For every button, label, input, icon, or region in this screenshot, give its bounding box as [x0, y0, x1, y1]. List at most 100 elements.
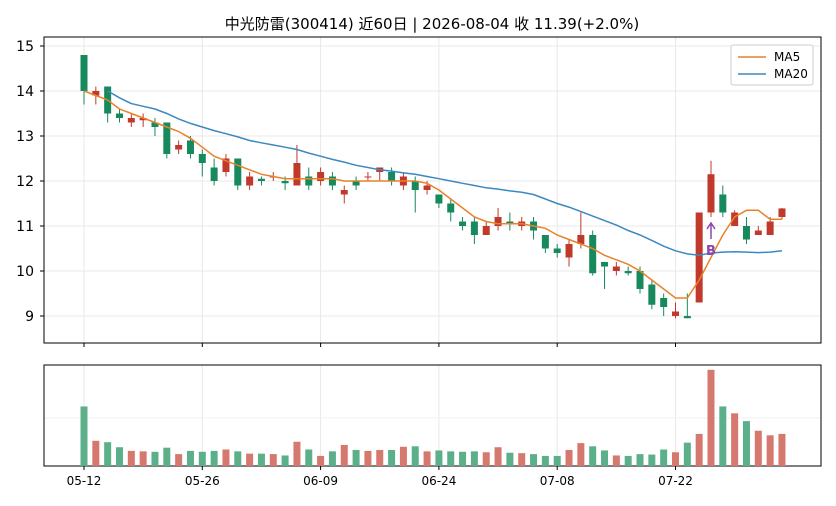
- y-tick-label: 15: [16, 39, 34, 55]
- volume-bar: [541, 455, 549, 466]
- volume-bar: [742, 421, 750, 466]
- x-tick-label: 06-24: [421, 474, 456, 488]
- candle-body: [577, 235, 585, 244]
- candle-body: [482, 226, 490, 235]
- y-tick-label: 14: [16, 84, 34, 100]
- volume-bar: [624, 455, 632, 466]
- volume-bar: [660, 449, 668, 466]
- volume-bar: [601, 450, 609, 466]
- buy-marker: B: [706, 221, 716, 259]
- volume-bar: [257, 453, 265, 466]
- candle-body: [257, 178, 265, 181]
- candle-body: [565, 244, 573, 258]
- grid-lines: [44, 37, 821, 466]
- volume-bar: [482, 452, 490, 466]
- candle-body: [352, 181, 360, 186]
- volume-bar: [459, 451, 467, 466]
- volume-bar: [269, 454, 277, 466]
- volume-bar: [222, 449, 230, 466]
- legend-ma20-label: MA20: [774, 67, 808, 81]
- volume-bar: [530, 454, 538, 466]
- volume-bar: [612, 455, 620, 466]
- candle-body: [459, 221, 467, 226]
- volume-bar: [210, 450, 218, 466]
- volume-bar: [447, 451, 455, 466]
- candle-body: [210, 167, 218, 181]
- volume-bar: [411, 446, 419, 466]
- candle-body: [293, 163, 301, 186]
- candle-body: [778, 208, 786, 217]
- volume-bar: [163, 447, 171, 466]
- ma20-line: [107, 90, 783, 257]
- volume-bar: [672, 452, 679, 466]
- candle-body: [92, 91, 100, 96]
- volume-bar: [234, 451, 242, 466]
- volume-bar: [186, 450, 194, 466]
- candle-body: [553, 248, 561, 253]
- volume-bar: [246, 453, 254, 466]
- candle-body: [447, 203, 455, 213]
- candle-body: [80, 55, 88, 91]
- volume-bar: [281, 455, 289, 466]
- volume-bar: [707, 369, 715, 466]
- volume-bar: [127, 450, 135, 466]
- chart-title: 中光防雷(300414) 近60日 | 2026-08-04 收 11.39(+…: [225, 15, 639, 33]
- candle-body: [234, 158, 242, 186]
- volume-bar: [388, 449, 396, 466]
- marker-arrowhead: [706, 221, 716, 230]
- candle-body: [636, 271, 644, 289]
- candle-body: [624, 271, 632, 274]
- candle-body: [731, 212, 739, 226]
- volume-bar: [636, 454, 644, 466]
- volume-bar: [470, 451, 478, 466]
- volume-bar: [565, 449, 573, 466]
- y-tick-label: 11: [16, 219, 34, 235]
- candle-body: [115, 113, 123, 118]
- candle-body: [423, 185, 431, 190]
- volume-bar: [778, 433, 786, 466]
- volume-bar: [435, 450, 443, 466]
- x-axis: 05-12 05-26 06-09 06-24 07-08 07-22: [67, 343, 693, 488]
- candle-body: [127, 118, 135, 123]
- volume-bar: [115, 447, 123, 466]
- volume-bar: [139, 451, 147, 466]
- volume-bar: [352, 449, 360, 466]
- volume-bar: [104, 442, 112, 466]
- candle-body: [364, 176, 372, 178]
- candle-body: [707, 174, 715, 213]
- volume-bar: [766, 435, 774, 466]
- candle-body: [281, 181, 289, 184]
- candle-body: [328, 176, 336, 186]
- candle-body: [660, 298, 668, 307]
- candle-body: [589, 235, 597, 274]
- candle-body: [175, 145, 183, 150]
- candle-body: [541, 235, 549, 249]
- volume-bar: [198, 451, 206, 466]
- volume-bar: [589, 446, 597, 466]
- volume-bar: [506, 452, 514, 466]
- candle-body: [470, 221, 478, 235]
- candle-body: [672, 311, 679, 316]
- candle-body: [222, 158, 230, 172]
- volume-bar: [293, 441, 301, 466]
- y-tick-label: 10: [16, 264, 34, 280]
- candle-body: [766, 221, 774, 235]
- volume-bar: [577, 443, 585, 466]
- volume-bar: [719, 406, 727, 466]
- candle-body: [163, 122, 171, 154]
- x-tick-label: 05-12: [67, 474, 102, 488]
- candle-body: [435, 194, 443, 204]
- price-panel: [43, 36, 822, 344]
- volume-bar: [364, 450, 372, 466]
- volume-bar: [731, 413, 739, 466]
- volume-bar: [754, 430, 762, 466]
- volume-bar: [695, 433, 703, 466]
- candle-body: [754, 230, 762, 235]
- legend-box: [730, 44, 814, 86]
- candle-body: [695, 212, 703, 303]
- x-tick-label: 06-09: [303, 474, 338, 488]
- legend: MA5 MA20: [730, 44, 814, 86]
- volume-bar: [399, 446, 407, 466]
- volume-bar: [80, 406, 88, 466]
- volume-bar: [340, 444, 348, 466]
